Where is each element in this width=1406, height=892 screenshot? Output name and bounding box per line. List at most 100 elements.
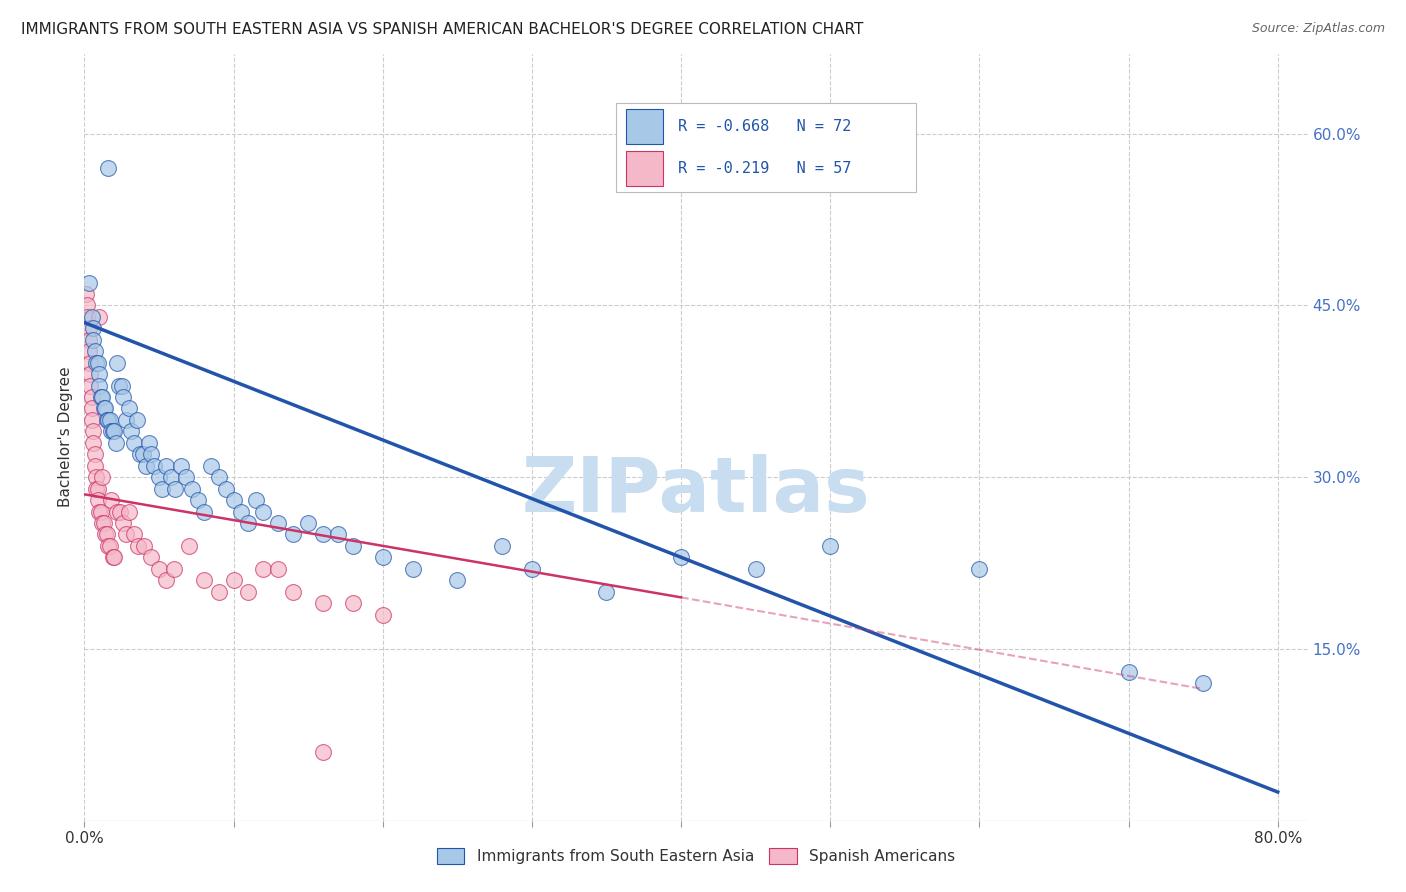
Point [207,584,229,599]
Bar [626,109,664,144]
Point [83,344,105,359]
Point [163,562,186,576]
Point [96,527,118,541]
Point [155,458,177,473]
Point [128,447,150,461]
Point [520,562,543,576]
Point [297,516,319,530]
Point [79,356,101,370]
Point [312,527,335,541]
Point [80,413,103,427]
Point [222,493,245,508]
Point [135,458,157,473]
Point [79,367,101,381]
Point [238,516,260,530]
Point [97,539,120,553]
Point [96,413,118,427]
Point [150,482,173,496]
Point [491,539,513,553]
Point [371,607,394,622]
Point [100,425,122,439]
Point [180,482,202,496]
Point [170,458,193,473]
Point [342,539,364,553]
Bar [626,152,664,186]
Point [83,458,105,473]
Point [82,425,104,439]
Point [1192,676,1215,690]
Point [143,458,166,473]
Point [238,584,260,599]
Point [252,562,274,576]
Text: ZIPatlas: ZIPatlas [522,454,870,528]
Point [90,504,112,518]
Point [93,401,115,416]
Point [122,435,145,450]
Point [326,527,349,541]
Point [76,298,98,312]
Point [83,447,105,461]
Point [222,573,245,587]
Point [112,516,135,530]
Point [91,516,114,530]
Point [138,435,160,450]
Point [200,458,222,473]
Point [127,539,149,553]
Point [94,527,117,541]
Point [207,470,229,484]
Point [193,573,215,587]
Point [312,745,335,759]
Point [669,550,692,565]
Point [401,562,423,576]
Point [79,378,101,392]
FancyBboxPatch shape [616,103,917,192]
Point [120,425,142,439]
Point [90,390,112,404]
Point [122,527,145,541]
Point [103,550,125,565]
Point [101,425,124,439]
Point [215,482,238,496]
Point [283,584,305,599]
Point [98,413,121,427]
Point [100,493,122,508]
Point [252,504,274,518]
Point [104,435,127,450]
Point [89,367,111,381]
Point [229,504,252,518]
Point [187,493,209,508]
Point [98,539,121,553]
Point [103,425,125,439]
Text: Source: ZipAtlas.com: Source: ZipAtlas.com [1251,22,1385,36]
Point [312,596,335,610]
Text: R = -0.219   N = 57: R = -0.219 N = 57 [678,161,851,176]
Point [1118,665,1140,679]
Point [155,573,177,587]
Point [94,401,117,416]
Text: IMMIGRANTS FROM SOUTH EASTERN ASIA VS SPANISH AMERICAN BACHELOR'S DEGREE CORRELA: IMMIGRANTS FROM SOUTH EASTERN ASIA VS SP… [21,22,863,37]
Point [165,482,187,496]
Point [89,504,111,518]
Point [76,310,98,324]
Point [80,310,103,324]
Legend: Immigrants from South Eastern Asia, Spanish Americans: Immigrants from South Eastern Asia, Span… [430,842,962,871]
Point [77,344,100,359]
Point [111,378,134,392]
Point [77,321,100,335]
Point [148,470,170,484]
Point [80,390,103,404]
Point [105,504,128,518]
Point [84,356,107,370]
Point [193,504,215,518]
Point [84,482,107,496]
Point [446,573,468,587]
Point [115,413,138,427]
Point [818,539,841,553]
Point [87,356,110,370]
Point [112,390,135,404]
Point [141,550,163,565]
Point [84,470,107,484]
Point [371,550,394,565]
Point [141,447,163,461]
Point [148,562,170,576]
